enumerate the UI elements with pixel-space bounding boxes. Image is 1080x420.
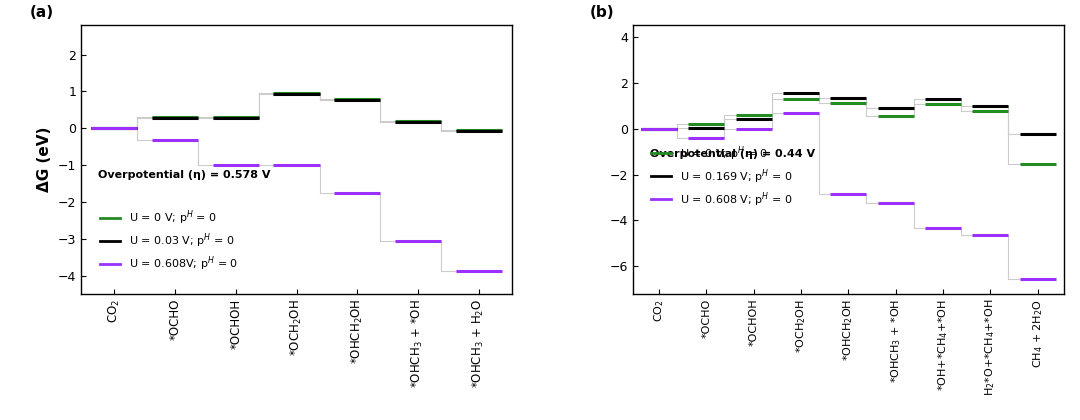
Y-axis label: ΔG (eV): ΔG (eV)	[37, 127, 52, 192]
Text: (b): (b)	[590, 5, 615, 20]
Legend: U = 0 V; p$^{H}$ = 0, U = 0.03 V; p$^{H}$ = 0, U = 0.608V; p$^{H}$ = 0: U = 0 V; p$^{H}$ = 0, U = 0.03 V; p$^{H}…	[95, 204, 242, 278]
Text: Overpotential (η) = 0.578 V: Overpotential (η) = 0.578 V	[98, 171, 271, 180]
Legend: U = 0 V; p$^{H}$ = 0, U = 0.169 V; p$^{H}$ = 0, U = 0.608 V; p$^{H}$ = 0: U = 0 V; p$^{H}$ = 0, U = 0.169 V; p$^{H…	[647, 139, 797, 213]
Text: (a): (a)	[29, 5, 53, 20]
Text: Overpotential (η) = 0.44 V: Overpotential (η) = 0.44 V	[650, 149, 815, 159]
